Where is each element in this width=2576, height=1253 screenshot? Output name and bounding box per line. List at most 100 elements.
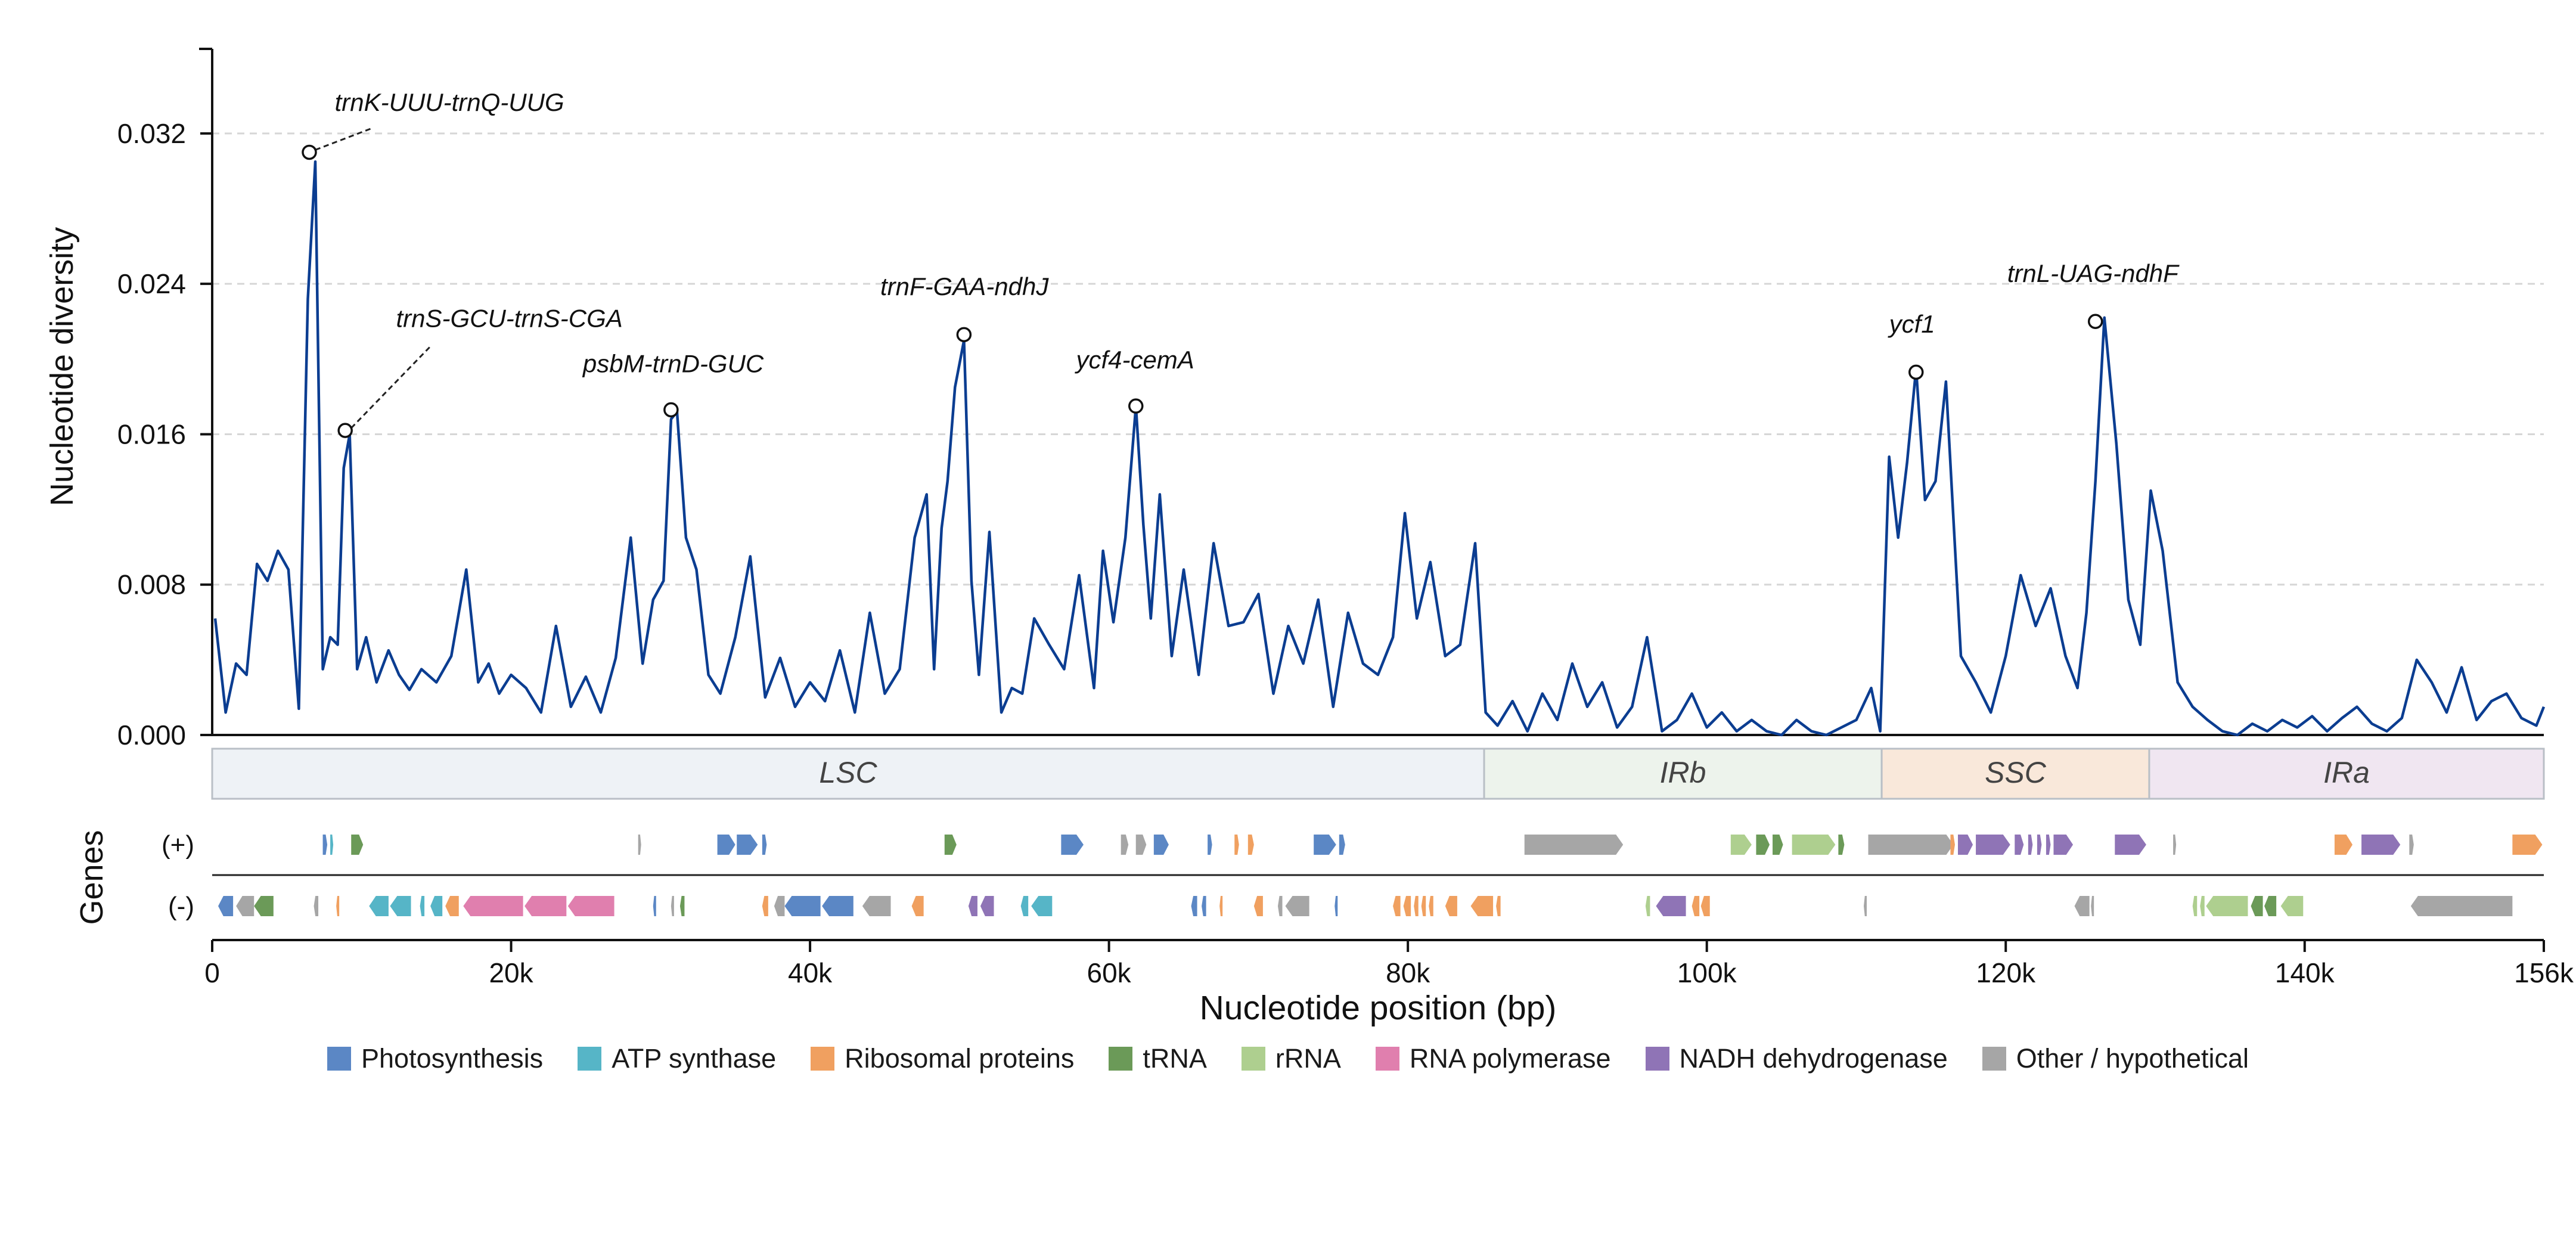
gene-arrow	[1414, 896, 1419, 916]
gene-arrow	[1496, 896, 1501, 916]
peak-marker	[956, 327, 972, 343]
gene-arrow	[1121, 835, 1129, 855]
strand-plus-label: (+)	[162, 830, 194, 860]
peak-label: psbM-trnD-GUC	[582, 349, 764, 377]
region-bar: LSC IRb SSC IRa	[211, 748, 2545, 800]
peak-marker	[302, 144, 317, 160]
x-tick-label: 140k	[2275, 957, 2335, 988]
diversity-series	[213, 160, 2546, 737]
gene-arrow	[524, 896, 567, 916]
legend-label: NADH dehydrogenase	[1679, 1043, 1948, 1074]
gene-arrow	[2410, 896, 2513, 916]
gene-arrow	[430, 896, 443, 916]
strand-minus-label: (-)	[168, 892, 194, 921]
annotation-leader	[350, 344, 433, 429]
gene-arrow	[774, 896, 785, 916]
gene-arrow	[1838, 835, 1845, 855]
gene-arrow	[862, 896, 891, 916]
legend-item: NADH dehydrogenase	[1645, 1043, 1948, 1074]
gene-arrow	[1403, 896, 1411, 916]
region-ira	[2148, 748, 2545, 800]
gene-arrow	[1421, 896, 1426, 916]
gene-arrow	[737, 835, 758, 855]
gene-arrow	[2015, 835, 2024, 855]
gene-arrow	[2053, 835, 2074, 855]
gene-arrow	[822, 896, 854, 916]
y-axis-label: Nucleotide diversity	[44, 227, 80, 506]
gene-arrow	[1429, 896, 1433, 916]
gene-arrow	[2074, 896, 2090, 916]
x-tick-label: 60k	[1087, 957, 1132, 988]
region-label: IRa	[2323, 756, 2370, 789]
gene-arrow	[1445, 896, 1457, 916]
region-irb	[1483, 748, 1883, 800]
legend-label: Photosynthesis	[361, 1043, 544, 1074]
gene-arrow	[2264, 896, 2277, 916]
legend-item: rRNA	[1241, 1043, 1341, 1074]
legend-swatch	[578, 1047, 602, 1071]
genes-track-label: Genes	[74, 830, 110, 925]
gene-arrow	[445, 896, 459, 916]
x-tick-label: 80k	[1386, 957, 1430, 988]
legend-item: ATP synthase	[578, 1043, 776, 1074]
gene-arrow	[1153, 835, 1169, 855]
gene-arrow	[2192, 896, 2198, 916]
gene-arrow	[638, 835, 641, 855]
x-tick-label: 156k	[2514, 957, 2574, 988]
gene-arrow	[1393, 896, 1401, 916]
gene-arrow	[653, 896, 656, 916]
gene-arrow	[1020, 896, 1029, 916]
gene-arrow	[1524, 835, 1624, 855]
gene-arrow	[1645, 896, 1650, 916]
gene-arrow	[1656, 896, 1686, 916]
x-tick-label: 0	[204, 957, 220, 988]
gene-arrow	[1061, 835, 1084, 855]
gene-arrow	[1339, 835, 1345, 855]
gene-arrow	[2334, 835, 2353, 855]
gene-arrow	[2512, 835, 2543, 855]
legend: Photosynthesis ATP synthase Ribosomal prot…	[0, 1035, 2576, 1083]
peak-marker	[1908, 364, 1924, 380]
x-axis-label: Nucleotide position (bp)	[1200, 989, 1557, 1027]
gene-arrow	[420, 896, 425, 916]
peak-label: ycf4-cemA	[1074, 346, 1194, 374]
x-tick-label: 40k	[788, 957, 833, 988]
gene-arrow	[236, 896, 255, 916]
peak-label: trnS-GCU-trnS-CGA	[396, 305, 622, 333]
legend-swatch	[1645, 1047, 1669, 1071]
gene-arrow	[1950, 835, 1955, 855]
gene-arrow	[2361, 835, 2401, 855]
gene-arrow	[1234, 835, 1239, 855]
gene-arrow	[1692, 896, 1700, 916]
region-label: SSC	[1985, 756, 2047, 789]
legend-item: Ribosomal proteins	[811, 1043, 1074, 1074]
gene-arrow	[1773, 835, 1783, 855]
gene-arrow	[717, 835, 735, 855]
gene-arrow	[2251, 896, 2263, 916]
gene-arrow	[1285, 896, 1309, 916]
gene-arrow	[1219, 896, 1223, 916]
gene-arrow	[1247, 835, 1254, 855]
gene-arrow	[1957, 835, 1973, 855]
gene-arrow	[762, 835, 767, 855]
y-gridlines	[212, 132, 2544, 586]
peak-label: trnL-UAG-ndhF	[2007, 259, 2180, 287]
legend-item: RNA polymerase	[1375, 1043, 1611, 1074]
gene-arrow	[336, 896, 340, 916]
gene-arrow	[1031, 896, 1053, 916]
gene-arrow	[351, 835, 364, 855]
gene-arrow	[2173, 835, 2177, 855]
gene-arrow	[2115, 835, 2146, 855]
legend-label: RNA polymerase	[1409, 1043, 1611, 1074]
legend-item: tRNA	[1109, 1043, 1207, 1074]
gene-arrow	[762, 896, 768, 916]
legend-swatch	[327, 1047, 351, 1071]
gene-arrow	[784, 896, 821, 916]
gene-arrow	[218, 896, 234, 916]
gene-arrow	[330, 835, 334, 855]
gene-arrow	[2046, 835, 2051, 855]
legend-label: Ribosomal proteins	[845, 1043, 1075, 1074]
gene-arrow	[2409, 835, 2414, 855]
annotation-leader	[315, 128, 371, 151]
